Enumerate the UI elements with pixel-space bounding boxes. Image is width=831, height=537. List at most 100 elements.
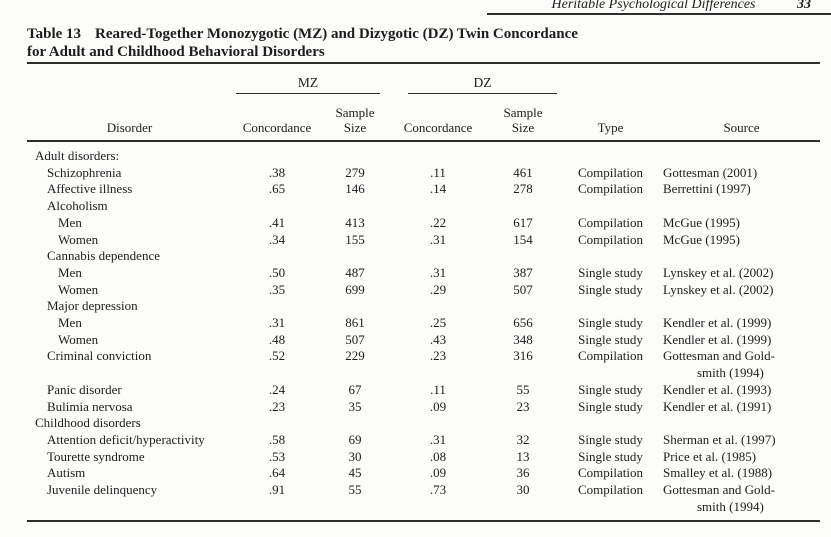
mz-concordance-cell — [232, 248, 322, 265]
study-type-cell: Single study — [578, 281, 643, 297]
table-row: Men .41 413 .22 617 Compilation McGue (1995) — [27, 215, 820, 232]
disorder-cell: Women — [58, 231, 99, 247]
study-type-cell — [558, 198, 663, 215]
dz-sample-size-cell: 316 — [513, 348, 533, 364]
source-cell: Lynskey et al. (2002) — [663, 264, 774, 280]
table-row: Women .34 155 .31 154 Compilation McGue (1995) — [27, 232, 820, 249]
table-bottom-rule — [27, 520, 820, 523]
study-type-cell: Single study — [578, 331, 643, 347]
mz-sample-size-cell: 699 — [345, 281, 365, 297]
dz-sample-size-cell: 507 — [513, 281, 533, 297]
column-group-dz: DZ — [388, 64, 558, 94]
table-row: Women .48 507 .43 348 Single study Kendler et … — [27, 332, 820, 349]
mz-concordance-cell: .23 — [268, 398, 286, 414]
mz-sample-size-cell — [322, 248, 388, 265]
dz-concordance-cell — [388, 415, 488, 432]
mz-concordance-cell: .58 — [268, 431, 286, 447]
disorder-cell: Criminal conviction — [47, 348, 152, 364]
mz-sample-size-cell: 45 — [348, 465, 362, 481]
disorder-cell: Men — [58, 264, 82, 280]
table-row: Men .50 487 .31 387 Single study Lynskey et al… — [27, 265, 820, 282]
source-cell: Kendler et al. (1999) — [663, 331, 772, 347]
table-row: Men .31 861 .25 656 Single study Kendler et al… — [27, 315, 820, 332]
dz-concordance-cell: .11 — [430, 164, 446, 180]
mz-concordance-cell: .41 — [268, 214, 286, 230]
mz-sample-size-cell: 35 — [348, 398, 362, 414]
dz-sample-size-cell — [488, 248, 558, 265]
table-title-text: Reared-Together Monozygotic (MZ) and Diz… — [95, 26, 578, 42]
column-header-disorder: Disorder — [27, 94, 232, 142]
study-type-cell: Compilation — [578, 181, 643, 197]
disorder-cell: Attention deficit/hyperactivity — [47, 431, 205, 447]
mz-concordance-cell: .65 — [268, 181, 286, 197]
disorder-cell: Men — [58, 214, 82, 230]
mz-sample-size-cell: 507 — [345, 331, 365, 347]
mz-sample-size-cell — [322, 298, 388, 315]
study-type-cell: Single study — [578, 448, 643, 464]
mz-sample-size-cell — [322, 141, 388, 165]
table-row: Panic disorder .24 67 .11 55 Single study Kend… — [27, 382, 820, 399]
dz-sample-size-cell — [488, 415, 558, 432]
disorder-cell: Juvenile delinquency — [47, 482, 158, 498]
table-row: Women .35 699 .29 507 Single study Lynskey et … — [27, 282, 820, 299]
dz-sample-size-cell: 30 — [516, 482, 530, 498]
disorder-cell: Bulimia nervosa — [47, 398, 133, 414]
table-row: Schizophrenia .38 279 .11 461 Compilation Gott… — [27, 165, 820, 182]
column-group-row: MZ DZ — [27, 64, 820, 94]
table-title-line1: Table 13 Reared-Together Monozygotic (MZ)… — [27, 26, 707, 44]
table-row: Autism .64 45 .09 36 Compilation Smalley et al… — [27, 465, 820, 482]
mz-concordance-cell — [232, 198, 322, 215]
disorder-cell: Affective illness — [47, 181, 133, 197]
source-cell: Kendler et al. (1991) — [663, 398, 772, 414]
dz-sample-size-cell: 32 — [516, 431, 530, 447]
mz-concordance-cell — [232, 415, 322, 432]
page-number: 33 — [797, 0, 811, 12]
dz-concordance-cell: .31 — [429, 431, 447, 447]
dz-concordance-cell: .14 — [429, 181, 447, 197]
mz-sample-size-cell: 30 — [348, 448, 362, 464]
disorder-cell: Men — [58, 315, 82, 331]
source-cell: Lynskey et al. (2002) — [663, 281, 774, 297]
dz-concordance-cell: .31 — [429, 231, 447, 247]
dz-concordance-cell — [388, 298, 488, 315]
dz-concordance-cell: .08 — [429, 448, 447, 464]
mz-concordance-cell: .53 — [268, 448, 286, 464]
dz-sample-size-cell: 23 — [516, 398, 530, 414]
column-group-spacer — [558, 64, 663, 94]
disorder-cell: Tourette syndrome — [47, 448, 145, 464]
dz-concordance-cell: .22 — [429, 214, 447, 230]
study-type-cell: Single study — [578, 398, 643, 414]
study-type-cell: Compilation — [578, 482, 643, 498]
size-word: Size — [343, 120, 367, 135]
column-header-dz-sample-size: Sample Size — [488, 94, 558, 142]
column-header-source: Source — [663, 94, 820, 142]
source-cell: Price et al. (1985) — [663, 448, 757, 464]
source-cell: Gottesman and Gold- smith (1994) — [663, 482, 775, 514]
column-group-spacer — [663, 64, 820, 94]
dz-sample-size-cell: 656 — [513, 315, 533, 331]
source-cell — [663, 415, 820, 432]
dz-sample-size-cell: 55 — [516, 381, 530, 397]
source-cell: Berrettini (1997) — [663, 181, 751, 197]
dz-sample-size-cell — [488, 141, 558, 165]
study-type-cell: Compilation — [578, 231, 643, 247]
table-top-rule — [27, 62, 820, 64]
source-cell — [663, 248, 820, 265]
mz-sample-size-cell — [322, 198, 388, 215]
source-cell: Kendler et al. (1993) — [663, 381, 772, 397]
twin-concordance-table: MZ DZ Disorder Concordance Sample Size Co… — [27, 64, 820, 515]
mz-concordance-cell: .38 — [268, 164, 286, 180]
column-group-mz-label: MZ — [236, 75, 380, 94]
study-type-cell: Compilation — [578, 164, 643, 180]
mz-sample-size-cell: 229 — [345, 348, 365, 364]
table-row: Tourette syndrome .53 30 .08 13 Single study P… — [27, 449, 820, 466]
dz-sample-size-cell: 154 — [513, 231, 533, 247]
table-row: Cannabis dependence — [27, 248, 820, 265]
table-header: MZ DZ Disorder Concordance Sample Size Co… — [27, 64, 820, 142]
dz-sample-size-cell: 36 — [516, 465, 530, 481]
table-body: Adult disorders: Schizophrenia .38 279 .11 46… — [27, 141, 820, 515]
dz-concordance-cell: .31 — [429, 264, 447, 280]
source-cell: Smalley et al. (1988) — [663, 465, 773, 481]
table-row: Major depression — [27, 298, 820, 315]
disorder-cell: Panic disorder — [47, 381, 122, 397]
